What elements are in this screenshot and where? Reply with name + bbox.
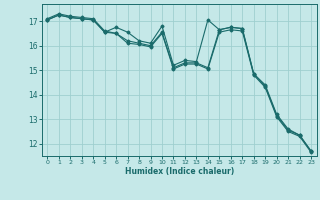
- X-axis label: Humidex (Indice chaleur): Humidex (Indice chaleur): [124, 167, 234, 176]
